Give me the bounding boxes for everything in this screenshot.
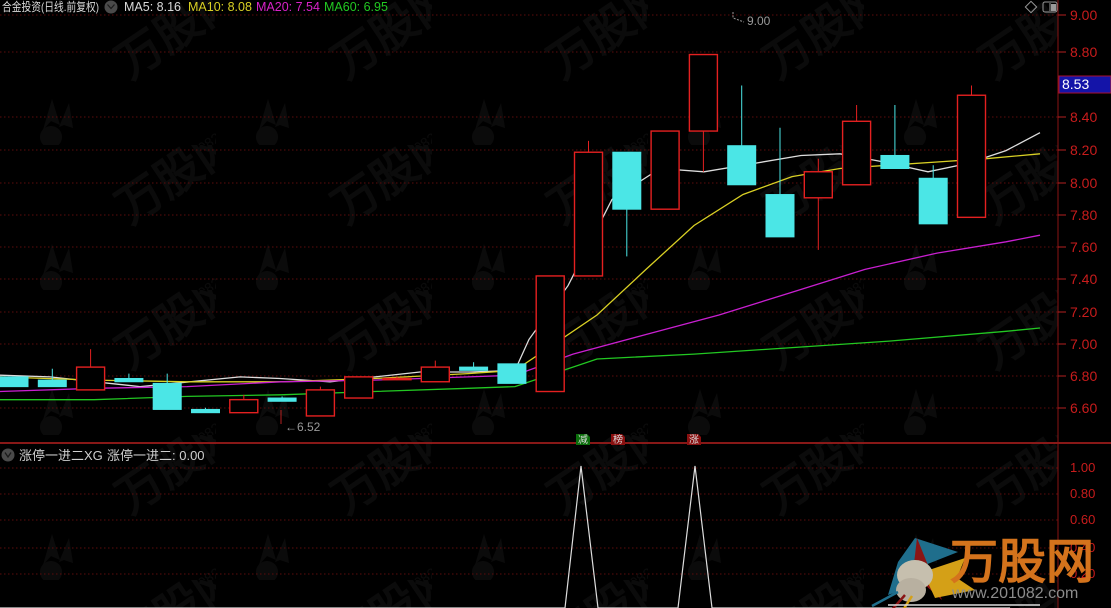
svg-text:7.00: 7.00 <box>1070 336 1097 352</box>
svg-text:1.00: 1.00 <box>1070 460 1095 475</box>
svg-text:6.60: 6.60 <box>1070 400 1097 416</box>
svg-text:0.60: 0.60 <box>1070 512 1095 527</box>
svg-text:涨停一进二: 0.00: 涨停一进二: 0.00 <box>107 448 205 463</box>
svg-text:减: 减 <box>578 434 588 446</box>
svg-text:MA5: 8.16: MA5: 8.16 <box>124 0 181 14</box>
svg-text:MA10: 8.08: MA10: 8.08 <box>188 0 252 14</box>
svg-text:榜: 榜 <box>613 433 623 446</box>
svg-text:8.00: 8.00 <box>1070 175 1097 191</box>
svg-text:8.40: 8.40 <box>1070 109 1097 125</box>
svg-text:MA20: 7.54: MA20: 7.54 <box>256 0 320 14</box>
svg-text:万股网: 万股网 <box>950 536 1094 589</box>
svg-text:合金投资(日线.前复权): 合金投资(日线.前复权) <box>2 0 99 14</box>
svg-text:9.00: 9.00 <box>747 14 771 28</box>
svg-text:7.40: 7.40 <box>1070 271 1097 287</box>
svg-text:7.20: 7.20 <box>1070 304 1097 320</box>
svg-text:9.00: 9.00 <box>1070 7 1097 23</box>
svg-text:8.53: 8.53 <box>1062 76 1089 92</box>
svg-text:8.20: 8.20 <box>1070 142 1097 158</box>
svg-text:0.80: 0.80 <box>1070 486 1095 501</box>
svg-text:8.80: 8.80 <box>1070 44 1097 60</box>
svg-text:MA60: 6.95: MA60: 6.95 <box>324 0 388 14</box>
svg-text:www.201082.com: www.201082.com <box>951 585 1078 602</box>
svg-text:7.60: 7.60 <box>1070 239 1097 255</box>
svg-text:7.80: 7.80 <box>1070 207 1097 223</box>
svg-text:涨: 涨 <box>689 434 699 446</box>
svg-text:←6.52: ←6.52 <box>285 420 321 434</box>
svg-text:6.80: 6.80 <box>1070 368 1097 384</box>
svg-text:涨停一进二XG: 涨停一进二XG <box>19 448 103 463</box>
